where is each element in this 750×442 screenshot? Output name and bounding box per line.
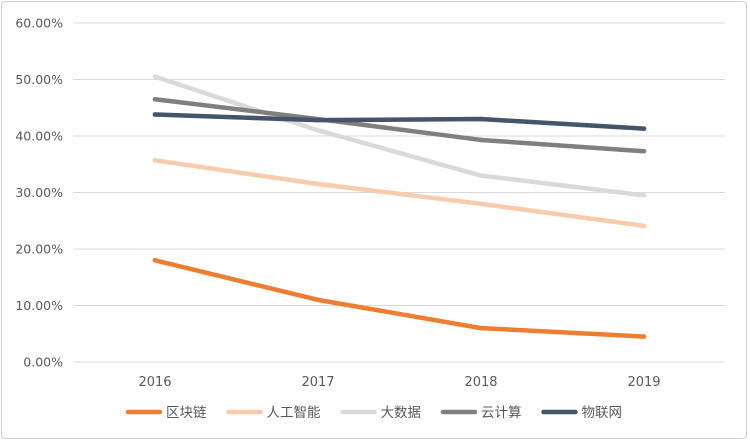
- y-tick-label: 0.00%: [23, 355, 63, 370]
- data-point: [152, 258, 158, 263]
- data-point: [478, 116, 484, 122]
- data-point: [641, 223, 647, 229]
- data-point: [641, 126, 647, 131]
- y-tick-label: 10.00%: [15, 298, 63, 313]
- legend-label: 区块链: [166, 405, 207, 421]
- series-line-3: [152, 74, 647, 198]
- data-point: [641, 193, 647, 198]
- data-point: [152, 96, 158, 102]
- gridlines: [73, 22, 725, 363]
- data-point: [478, 173, 484, 178]
- x-tick-label: 2017: [301, 375, 334, 390]
- y-axis-tick-labels: 0.00% 10.00% 20.00% 30.00% 40.00% 50.00% 60.00…: [15, 16, 63, 370]
- legend-label: 物联网: [582, 405, 623, 421]
- legend-label: 大数据: [381, 405, 422, 421]
- x-tick-label: 2019: [627, 375, 660, 390]
- data-point: [315, 297, 321, 303]
- data-point: [478, 325, 484, 331]
- legend-label: 人工智能: [267, 405, 321, 421]
- y-tick-label: 50.00%: [15, 72, 63, 87]
- legend: 区块链 人工智能 大数据 云计算 物联网: [125, 405, 623, 421]
- data-point: [315, 128, 321, 133]
- series-line-2: [152, 158, 647, 229]
- data-point: [478, 137, 484, 143]
- data-point: [641, 334, 647, 339]
- x-tick-label: 2018: [464, 375, 497, 390]
- x-axis-tick-labels: 2016 2017 2018 2019: [138, 375, 660, 390]
- series-line-5: [152, 112, 647, 131]
- data-point: [478, 201, 484, 207]
- x-tick-label: 2016: [138, 375, 171, 390]
- series-line-1: [152, 258, 647, 339]
- y-tick-label: 60.00%: [15, 16, 63, 31]
- y-tick-label: 20.00%: [15, 242, 63, 257]
- y-tick-label: 30.00%: [15, 185, 63, 200]
- series-lines: [152, 74, 647, 339]
- legend-label: 云计算: [481, 405, 522, 421]
- y-tick-label: 40.00%: [15, 129, 63, 144]
- data-point: [641, 148, 647, 154]
- series-line-4: [152, 97, 647, 154]
- data-point: [315, 117, 321, 123]
- data-point: [315, 181, 321, 187]
- data-point: [152, 112, 158, 117]
- data-point: [152, 157, 158, 163]
- data-point: [152, 74, 158, 79]
